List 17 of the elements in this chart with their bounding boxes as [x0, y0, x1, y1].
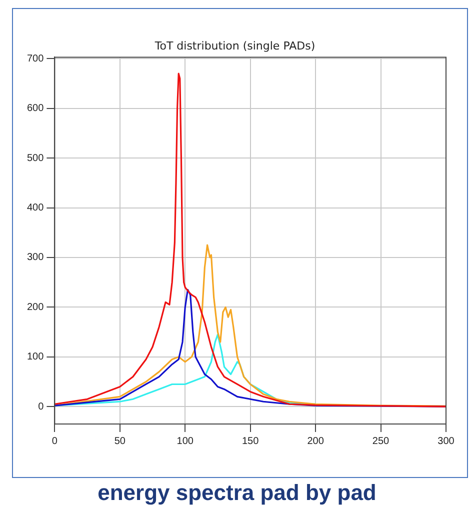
x-tick-label: 200: [307, 436, 324, 447]
y-tick-label: 100: [26, 352, 44, 363]
x-tick-label: 150: [242, 436, 260, 447]
y-tick-label: 200: [26, 302, 44, 313]
x-tick-label: 100: [176, 436, 194, 447]
chart-title: ToT distribution (single PADs): [154, 39, 316, 52]
x-tick-label: 50: [114, 436, 126, 447]
x-tick-label: 250: [372, 436, 390, 447]
y-tick-label: 600: [26, 103, 44, 114]
x-tick-label: 300: [438, 436, 455, 447]
y-tick-label: 300: [26, 252, 44, 264]
y-tick-label: 500: [26, 152, 44, 164]
y-tick-label: 400: [26, 202, 44, 214]
y-tick-label: 0: [38, 401, 44, 412]
y-tick-label: 700: [26, 53, 44, 64]
text: energy spectra pad by pad: [96, 480, 378, 506]
x-tick-label: 0: [52, 436, 58, 447]
